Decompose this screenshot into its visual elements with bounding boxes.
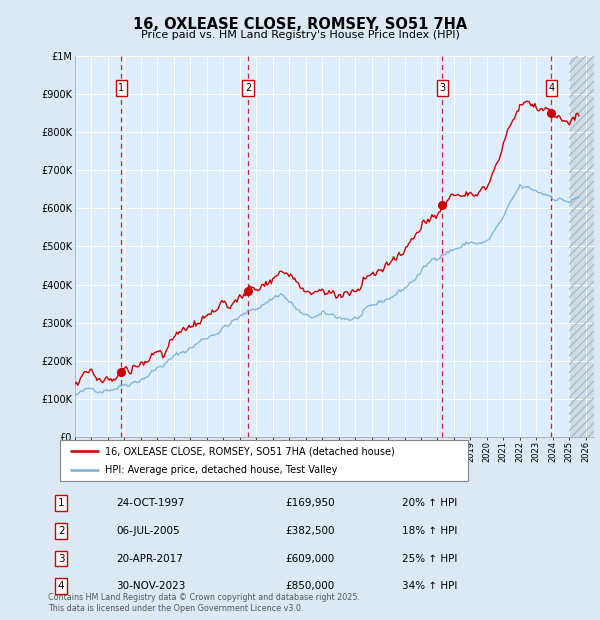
- Text: 20% ↑ HPI: 20% ↑ HPI: [402, 498, 457, 508]
- Text: Price paid vs. HM Land Registry's House Price Index (HPI): Price paid vs. HM Land Registry's House …: [140, 30, 460, 40]
- Text: 3: 3: [58, 554, 65, 564]
- Text: 25% ↑ HPI: 25% ↑ HPI: [402, 554, 457, 564]
- Text: HPI: Average price, detached house, Test Valley: HPI: Average price, detached house, Test…: [105, 464, 337, 475]
- Text: £382,500: £382,500: [286, 526, 335, 536]
- Text: 2: 2: [58, 526, 65, 536]
- Text: 18% ↑ HPI: 18% ↑ HPI: [402, 526, 457, 536]
- Text: 24-OCT-1997: 24-OCT-1997: [116, 498, 185, 508]
- Text: 1: 1: [58, 498, 65, 508]
- Text: 1: 1: [118, 83, 125, 93]
- Bar: [569, 56, 594, 437]
- Text: 30-NOV-2023: 30-NOV-2023: [116, 582, 186, 591]
- Text: 34% ↑ HPI: 34% ↑ HPI: [402, 582, 457, 591]
- Text: 4: 4: [58, 582, 65, 591]
- Text: 16, OXLEASE CLOSE, ROMSEY, SO51 7HA: 16, OXLEASE CLOSE, ROMSEY, SO51 7HA: [133, 17, 467, 32]
- Text: 06-JUL-2005: 06-JUL-2005: [116, 526, 180, 536]
- Text: £169,950: £169,950: [286, 498, 335, 508]
- Text: 20-APR-2017: 20-APR-2017: [116, 554, 184, 564]
- Text: 4: 4: [548, 83, 554, 93]
- FancyBboxPatch shape: [60, 440, 468, 480]
- Text: 3: 3: [439, 83, 445, 93]
- Text: £850,000: £850,000: [286, 582, 335, 591]
- Bar: [569, 56, 594, 437]
- Text: 2: 2: [245, 83, 251, 93]
- Text: Contains HM Land Registry data © Crown copyright and database right 2025.
This d: Contains HM Land Registry data © Crown c…: [48, 593, 360, 613]
- Text: 16, OXLEASE CLOSE, ROMSEY, SO51 7HA (detached house): 16, OXLEASE CLOSE, ROMSEY, SO51 7HA (det…: [105, 446, 395, 456]
- Text: £609,000: £609,000: [286, 554, 335, 564]
